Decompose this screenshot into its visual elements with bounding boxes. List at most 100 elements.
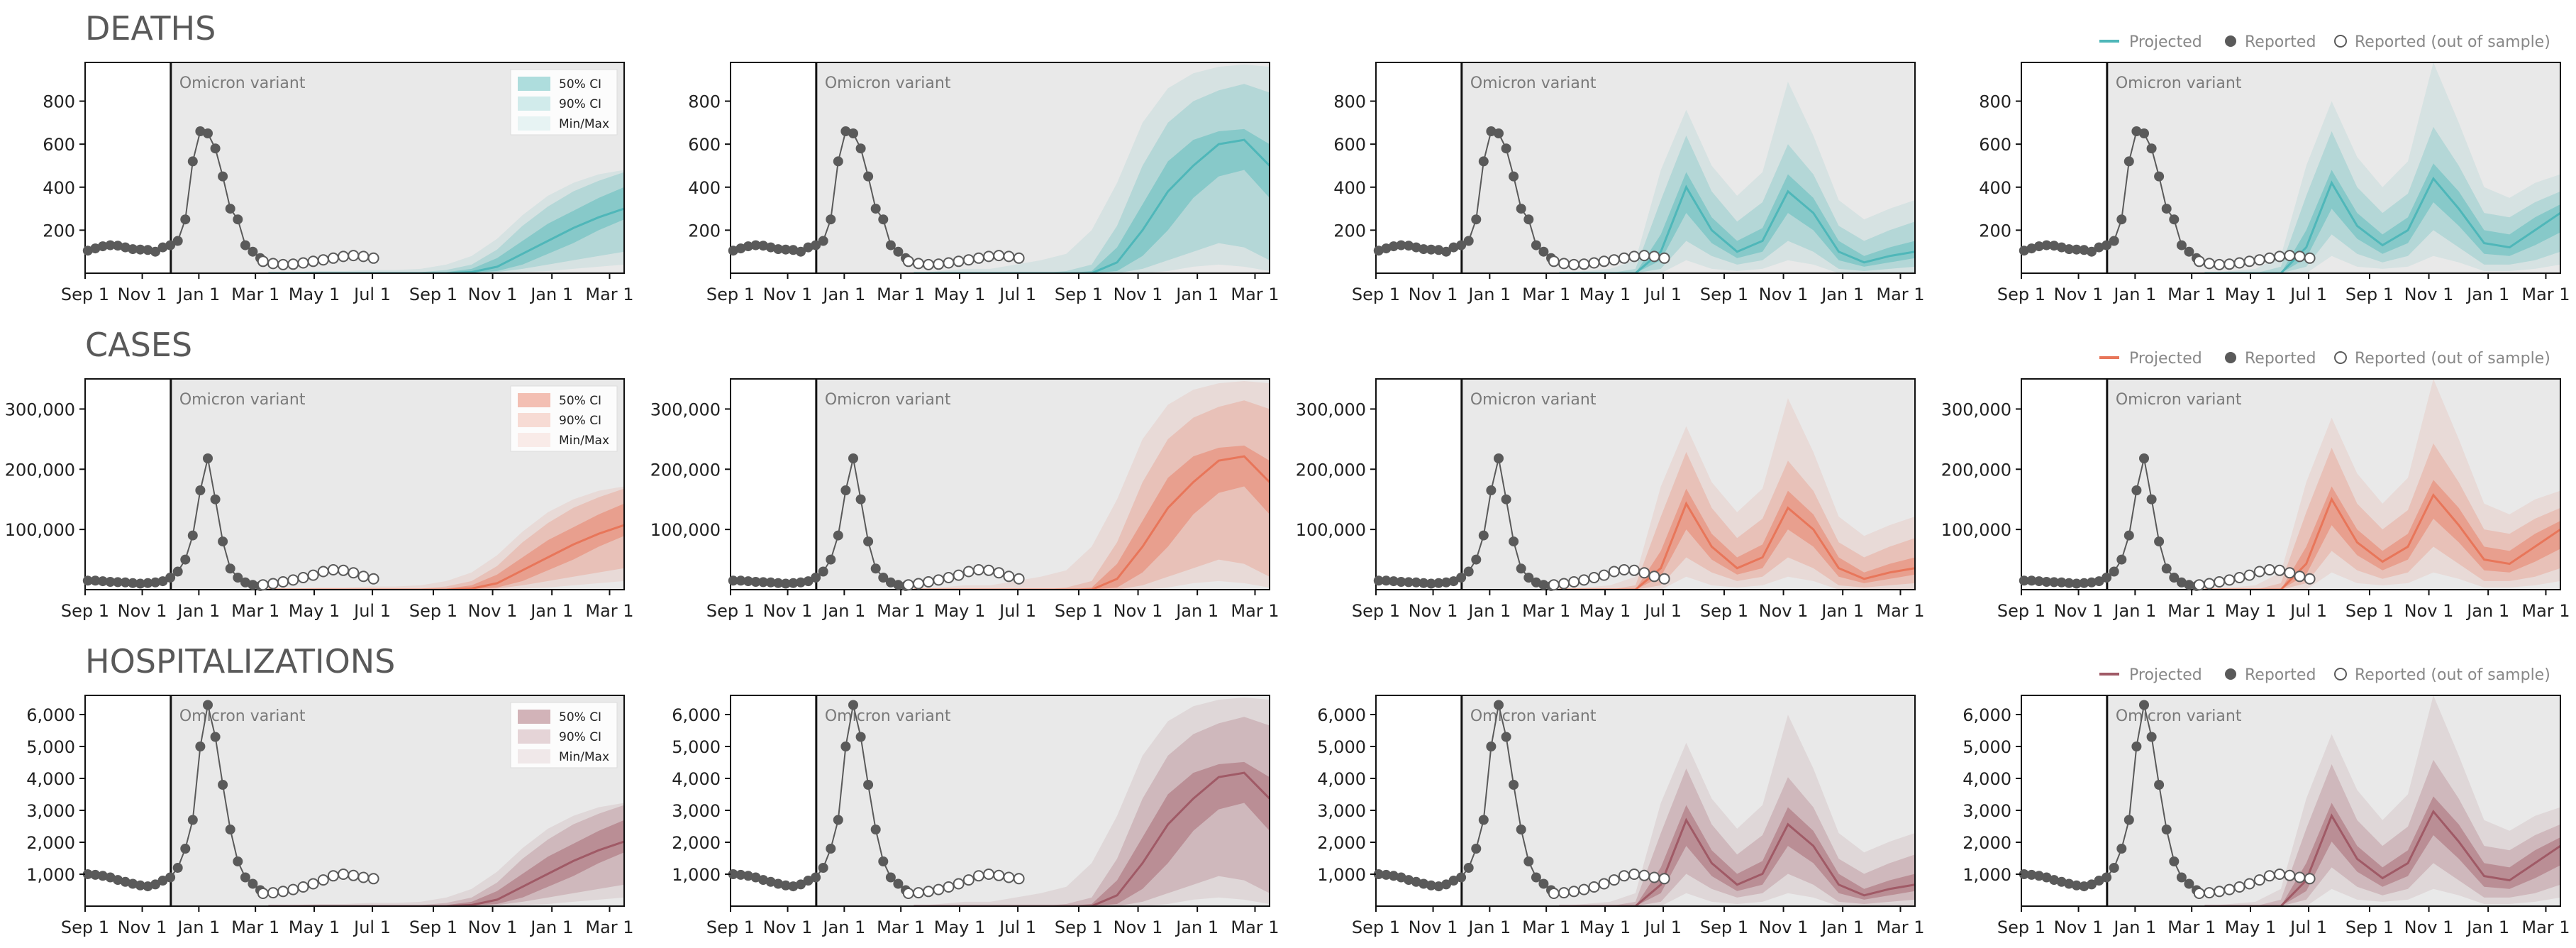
panel-hospitalizations-3: Omicron variant 1,000 2,000 3,000 4,000 5,000… bbox=[1317, 695, 1925, 937]
reported-point bbox=[1531, 240, 1541, 250]
reported-oos-point bbox=[287, 883, 299, 895]
reported-oos-point bbox=[1003, 571, 1015, 583]
band-ci50 bbox=[2204, 480, 2560, 590]
reported-point bbox=[105, 872, 116, 883]
reported-oos-point bbox=[287, 258, 299, 270]
legend-reported-oos-label: Reported (out of sample) bbox=[2355, 666, 2550, 684]
y-tick-label: 4,000 bbox=[26, 769, 75, 789]
x-tick-label: Nov 1 bbox=[1409, 917, 1458, 937]
reported-point bbox=[2041, 577, 2052, 587]
reported-oos-point bbox=[1558, 258, 1570, 270]
omicron-annotation: Omicron variant bbox=[2116, 707, 2242, 725]
reported-point bbox=[2161, 563, 2172, 574]
reported-point bbox=[1396, 872, 1406, 883]
omicron-annotation: Omicron variant bbox=[825, 391, 951, 409]
x-tick-label: Mar 1 bbox=[1876, 601, 1924, 621]
projected-median-line bbox=[1559, 817, 1915, 906]
x-tick-label: Nov 1 bbox=[2054, 285, 2104, 304]
reported-oos-point bbox=[2253, 874, 2265, 886]
reported-point bbox=[2184, 580, 2194, 590]
reported-point bbox=[2131, 485, 2142, 495]
x-tick-label: Nov 1 bbox=[118, 601, 167, 621]
reported-point bbox=[1538, 246, 1549, 257]
reported-oos-point bbox=[1598, 569, 1610, 581]
reported-point bbox=[120, 242, 131, 253]
reported-point bbox=[773, 878, 784, 889]
reported-point bbox=[1404, 241, 1414, 251]
reported-point bbox=[195, 742, 206, 751]
reported-point bbox=[128, 878, 138, 889]
x-tick-label: Mar 1 bbox=[231, 285, 279, 304]
band-ci90 bbox=[914, 84, 1270, 273]
reported-point bbox=[1441, 246, 1451, 257]
reported-point bbox=[1471, 844, 1482, 854]
reported-point bbox=[1411, 876, 1421, 887]
reported-point bbox=[811, 872, 821, 883]
shaded-region bbox=[1461, 62, 1915, 273]
band-ci50 bbox=[1559, 805, 1915, 906]
reported-point bbox=[885, 872, 896, 883]
legend-label-ci90: 90% CI bbox=[559, 730, 601, 744]
reported-point bbox=[1471, 214, 1482, 225]
reported-oos-point bbox=[902, 255, 914, 268]
y-tick-label: 600 bbox=[43, 135, 75, 155]
x-tick-label: Jul 1 bbox=[2289, 285, 2327, 304]
reported-point bbox=[2064, 878, 2075, 889]
reported-point bbox=[1426, 880, 1436, 891]
x-tick-label: May 1 bbox=[934, 601, 986, 621]
omicron-annotation: Omicron variant bbox=[825, 75, 951, 92]
reported-oos-point bbox=[2304, 873, 2316, 885]
y-tick-label: 5,000 bbox=[672, 737, 721, 757]
x-tick-label: May 1 bbox=[1580, 285, 1631, 304]
x-tick-label: Jul 1 bbox=[1643, 601, 1682, 621]
reported-oos-point bbox=[287, 574, 299, 586]
legend-swatch-ci50 bbox=[518, 710, 550, 724]
reported-point bbox=[210, 732, 221, 742]
reported-oos-point bbox=[2214, 258, 2226, 270]
reported-point bbox=[2176, 577, 2187, 588]
x-tick-label: Mar 1 bbox=[585, 285, 633, 304]
reported-point bbox=[2169, 856, 2180, 866]
panel-deaths-2: Omicron variant 200 400 600 800 Sep 1 Nov 1 Jan… bbox=[688, 62, 1279, 304]
legend-reported-oos-marker bbox=[2334, 351, 2347, 364]
shaded-region bbox=[2106, 379, 2560, 590]
band-ci90 bbox=[914, 400, 1270, 590]
x-tick-label: Jan 1 bbox=[176, 601, 220, 621]
reported-point bbox=[240, 577, 250, 588]
reported-oos-point bbox=[348, 567, 360, 579]
reported-point bbox=[2041, 872, 2052, 883]
reported-oos-point bbox=[297, 881, 309, 893]
reported-point bbox=[218, 171, 228, 182]
reported-point bbox=[2154, 536, 2165, 547]
x-tick-label: Jan 1 bbox=[1820, 917, 1864, 937]
reported-point bbox=[1404, 577, 1414, 588]
band-ci50 bbox=[268, 187, 624, 273]
reported-oos-point bbox=[317, 566, 329, 578]
reported-oos-point bbox=[972, 252, 984, 264]
reported-point bbox=[773, 244, 784, 255]
y-tick-label: 400 bbox=[1333, 178, 1366, 198]
reported-point bbox=[165, 872, 176, 883]
x-tick-label: Jan 1 bbox=[1467, 917, 1511, 937]
x-tick-label: Mar 1 bbox=[2521, 601, 2570, 621]
reported-oos-point bbox=[2304, 252, 2316, 264]
reported-point bbox=[765, 242, 776, 253]
y-tick-label: 300,000 bbox=[650, 399, 721, 419]
reported-oos-point bbox=[307, 878, 319, 890]
y-tick-label: 800 bbox=[1333, 92, 1366, 112]
omicron-annotation: Omicron variant bbox=[1470, 707, 1597, 725]
reported-point bbox=[2102, 872, 2112, 883]
x-tick-label: Jan 1 bbox=[2465, 285, 2509, 304]
band-ci90 bbox=[914, 717, 1270, 906]
reported-oos-point bbox=[2263, 870, 2275, 882]
x-tick-label: Sep 1 bbox=[61, 917, 109, 937]
reported-point bbox=[143, 881, 153, 892]
reported-point bbox=[2131, 126, 2142, 136]
reported-point bbox=[796, 879, 806, 890]
projected-median-line bbox=[268, 207, 624, 273]
x-tick-label: Sep 1 bbox=[1352, 601, 1400, 621]
reported-point bbox=[203, 453, 213, 463]
panel-deaths-1: Omicron variant 200 400 600 800 Sep 1 Nov 1 Jan… bbox=[43, 62, 634, 304]
x-tick-label: Nov 1 bbox=[1114, 917, 1163, 937]
reported-point bbox=[195, 126, 206, 136]
